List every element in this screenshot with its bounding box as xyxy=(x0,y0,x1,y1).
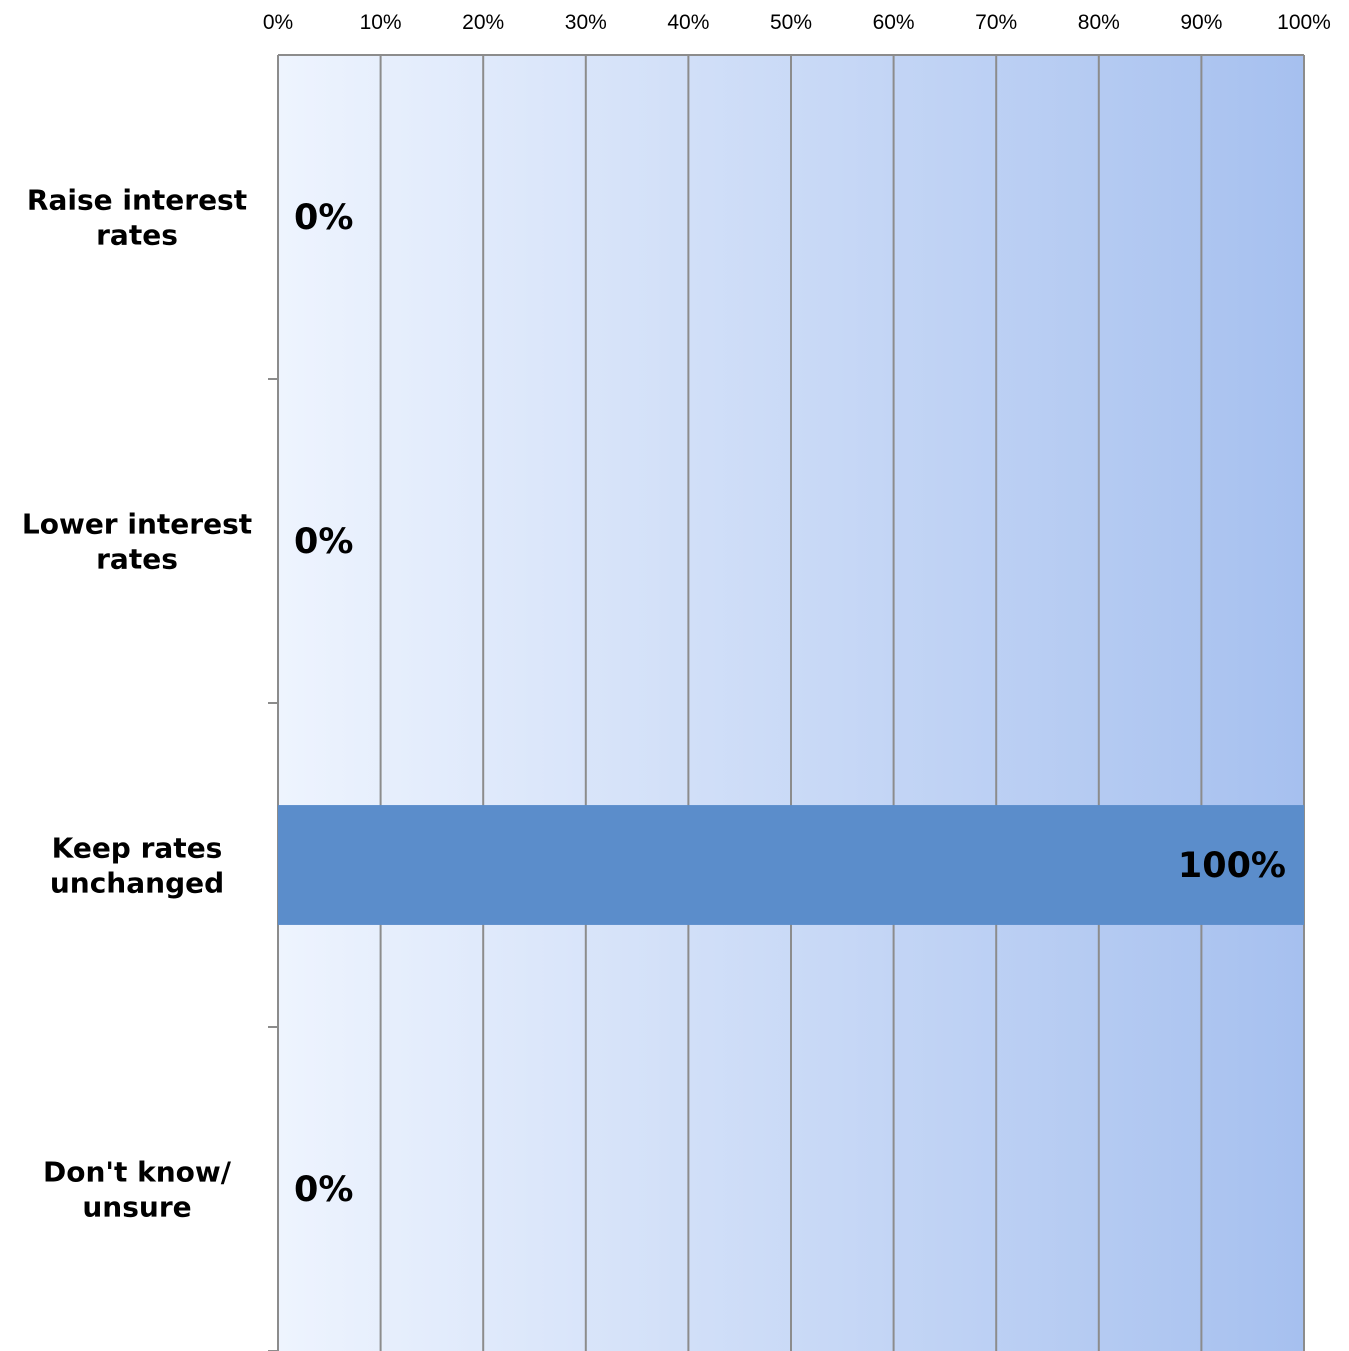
gridlines xyxy=(277,55,1305,1351)
x-tick-label: 50% xyxy=(770,11,812,34)
x-tick-label: 70% xyxy=(975,11,1017,34)
value-labels: 0% 0% 100% 0% xyxy=(294,198,1286,1210)
x-tick-label: 60% xyxy=(873,11,915,34)
x-tick-label: 0% xyxy=(263,11,293,34)
bar xyxy=(278,805,1304,925)
x-tick-label: 10% xyxy=(360,11,402,34)
category-labels: Raise interest rates Lower interest rates Ke… xyxy=(22,184,252,1224)
value-label: 0% xyxy=(294,1170,353,1210)
value-label: 0% xyxy=(294,522,353,562)
x-tick-label: 30% xyxy=(565,11,607,34)
x-tick-label: 40% xyxy=(667,11,709,34)
value-label: 0% xyxy=(294,198,353,238)
axes xyxy=(268,54,1304,1351)
category-label: Lower interest rates xyxy=(22,508,252,576)
x-tick-label: 90% xyxy=(1180,11,1222,34)
x-tick-label: 100% xyxy=(1277,11,1331,34)
category-label: Keep rates unchanged xyxy=(50,832,224,900)
x-tick-label: 20% xyxy=(462,11,504,34)
x-tick-label: 80% xyxy=(1078,11,1120,34)
bars xyxy=(278,805,1304,925)
category-label: Don't know/unsure xyxy=(43,1156,232,1224)
x-axis-tick-labels: 0% 10% 20% 30% 40% 50% 60% 70% 80% 90% 100% xyxy=(263,11,1331,34)
value-label: 100% xyxy=(1178,846,1286,886)
category-label: Raise interest rates xyxy=(27,184,247,252)
